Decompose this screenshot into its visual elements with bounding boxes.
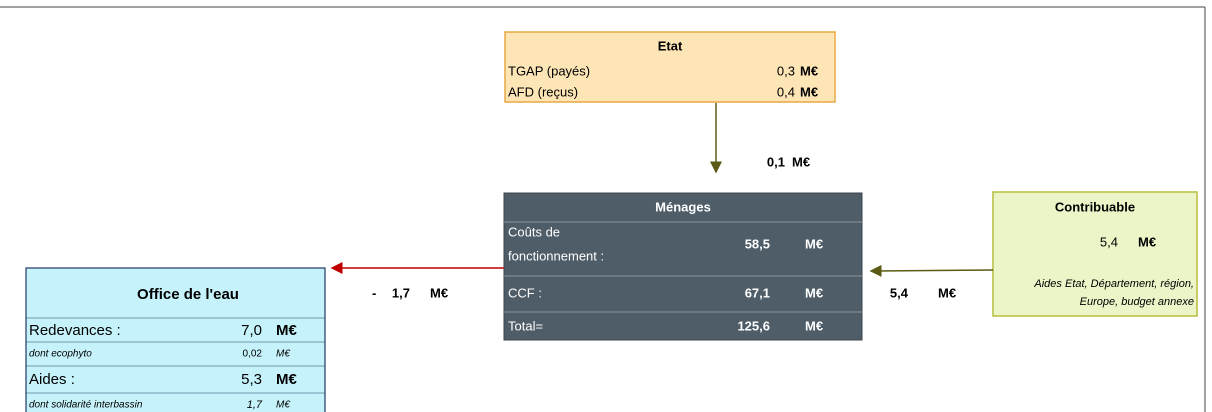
flow-unit: M€ [792, 154, 810, 169]
arrow [869, 264, 994, 277]
flow-value: 5,4 [890, 285, 909, 300]
note: Europe, budget annexe [1080, 296, 1194, 308]
row-value: 0,02 [243, 349, 263, 360]
contribuable-title: Contribuable [1055, 199, 1135, 214]
row-label: TGAP (payés) [508, 63, 590, 78]
row-unit: M€ [276, 322, 297, 339]
row-value: 67,1 [745, 285, 770, 300]
row-value: 7,0 [241, 322, 262, 339]
row-label: Total= [508, 318, 543, 333]
row-value: 0,4 [777, 84, 795, 99]
unit: M€ [1138, 234, 1156, 249]
etat-title: Etat [658, 38, 683, 53]
contribuable-box [992, 191, 1198, 317]
row-label: Aides : [29, 371, 75, 388]
row-value: 125,6 [737, 318, 770, 333]
row-label: AFD (reçus) [508, 84, 578, 99]
menages-title: Ménages [655, 199, 711, 214]
etat-box [504, 31, 836, 103]
row-unit: M€ [276, 371, 297, 388]
flow-unit: M€ [430, 285, 448, 300]
menages-box [503, 192, 863, 341]
flow-value: 1,7 [392, 285, 410, 300]
row-label: CCF : [508, 285, 542, 300]
flow-sign: - [372, 285, 376, 300]
row-label: dont solidarité interbassin [29, 400, 143, 411]
office-title: Office de l'eau [137, 286, 239, 303]
note: Aides Etat, Département, région, [1033, 278, 1194, 290]
row-value: 1,7 [247, 399, 263, 411]
office-box [25, 267, 326, 412]
row-unit: M€ [276, 400, 290, 411]
row-value: 58,5 [745, 236, 770, 251]
flow-unit: M€ [938, 285, 956, 300]
row-unit: M€ [800, 63, 818, 78]
row-value: 5,3 [241, 371, 262, 388]
row-unit: M€ [276, 349, 290, 360]
row-label: Coûts de [508, 224, 560, 239]
row-label: fonctionnement : [508, 248, 604, 263]
row-value: 0,3 [777, 63, 795, 78]
row-label: dont ecophyto [29, 349, 92, 360]
row-unit: M€ [800, 84, 818, 99]
row-unit: M€ [805, 318, 823, 333]
flow-value: 0,1 [767, 154, 785, 169]
row-unit: M€ [805, 285, 823, 300]
row-unit: M€ [805, 236, 823, 251]
row-label: Redevances : [29, 322, 121, 339]
value: 5,4 [1100, 234, 1118, 249]
